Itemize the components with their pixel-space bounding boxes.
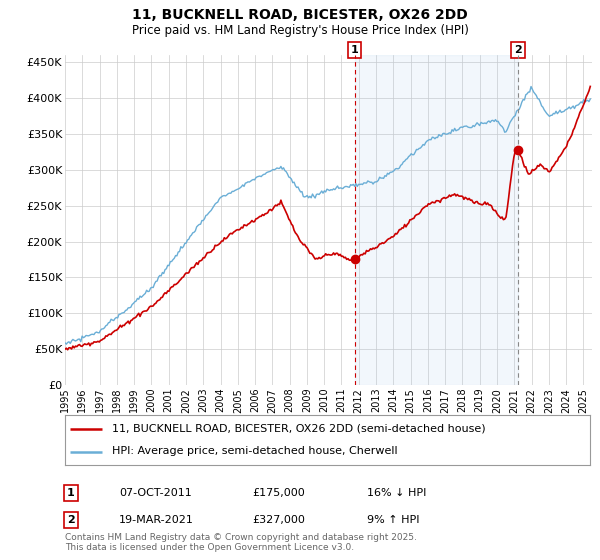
Text: 19-MAR-2021: 19-MAR-2021 [119, 515, 194, 525]
Text: 1: 1 [67, 488, 75, 498]
Text: 07-OCT-2011: 07-OCT-2011 [119, 488, 192, 498]
Text: Price paid vs. HM Land Registry's House Price Index (HPI): Price paid vs. HM Land Registry's House … [131, 24, 469, 37]
Text: 9% ↑ HPI: 9% ↑ HPI [367, 515, 419, 525]
Text: Contains HM Land Registry data © Crown copyright and database right 2025.
This d: Contains HM Land Registry data © Crown c… [65, 533, 417, 552]
Bar [355, 55, 518, 385]
Text: 11, BUCKNELL ROAD, BICESTER, OX26 2DD: 11, BUCKNELL ROAD, BICESTER, OX26 2DD [132, 8, 468, 22]
Text: 2: 2 [514, 45, 522, 55]
Text: 1: 1 [351, 45, 359, 55]
Text: 2: 2 [67, 515, 75, 525]
Text: £175,000: £175,000 [252, 488, 305, 498]
Text: 11, BUCKNELL ROAD, BICESTER, OX26 2DD (semi-detached house): 11, BUCKNELL ROAD, BICESTER, OX26 2DD (s… [112, 423, 486, 433]
Text: 16% ↓ HPI: 16% ↓ HPI [367, 488, 427, 498]
Text: HPI: Average price, semi-detached house, Cherwell: HPI: Average price, semi-detached house,… [112, 446, 398, 456]
Text: £327,000: £327,000 [252, 515, 305, 525]
